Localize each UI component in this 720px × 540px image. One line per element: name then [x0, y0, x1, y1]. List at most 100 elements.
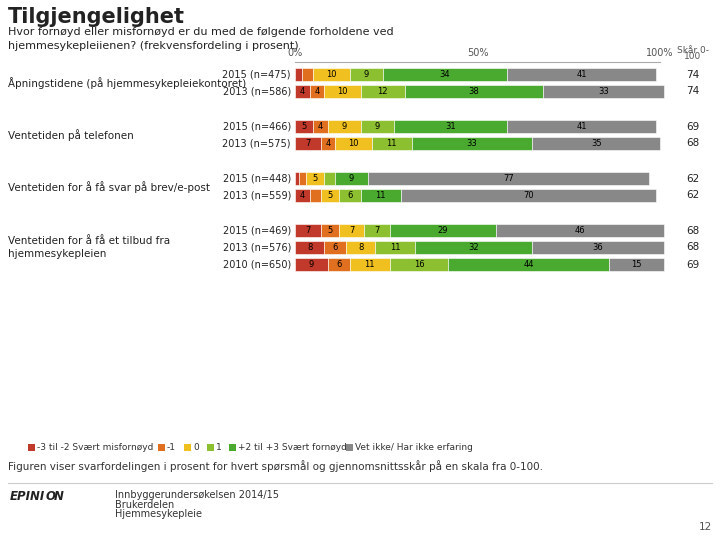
Text: 50%: 50%: [467, 48, 488, 58]
Bar: [28, 444, 35, 451]
Bar: [302, 68, 313, 81]
Text: 69: 69: [686, 122, 700, 132]
Text: 34: 34: [439, 70, 450, 79]
Bar: [339, 224, 364, 237]
Bar: [320, 224, 339, 237]
Text: 68: 68: [686, 138, 700, 149]
Text: 10: 10: [337, 87, 348, 96]
Bar: [339, 189, 361, 202]
Text: 33: 33: [467, 139, 477, 148]
Text: -3 til -2 Svært misfornøyd: -3 til -2 Svært misfornøyd: [37, 443, 153, 452]
Text: 15: 15: [631, 260, 642, 269]
Bar: [295, 241, 324, 254]
Bar: [295, 189, 310, 202]
Bar: [390, 224, 496, 237]
Text: 10: 10: [326, 70, 337, 79]
Bar: [295, 85, 310, 98]
Text: 2010 (n=650): 2010 (n=650): [222, 260, 291, 269]
Text: 9: 9: [374, 122, 379, 131]
Text: Ventetiden for å få svar på brev/e-post: Ventetiden for å få svar på brev/e-post: [8, 181, 210, 193]
Text: 4: 4: [325, 139, 330, 148]
Bar: [507, 68, 657, 81]
Text: Ventetiden for å få et tilbud fra
hjemmesykepleien: Ventetiden for å få et tilbud fra hjemme…: [8, 237, 170, 259]
Bar: [310, 85, 324, 98]
Text: 2015 (n=469): 2015 (n=469): [222, 226, 291, 235]
Text: 9: 9: [342, 122, 347, 131]
Text: 36: 36: [593, 243, 603, 252]
Text: Åpningstidene (på hjemmesykepleiekontoret): Åpningstidene (på hjemmesykepleiekontore…: [8, 77, 246, 89]
Bar: [609, 258, 664, 271]
Text: 8: 8: [358, 243, 364, 252]
Text: 5: 5: [327, 191, 333, 200]
Bar: [390, 258, 449, 271]
Bar: [496, 224, 664, 237]
Bar: [532, 241, 664, 254]
Text: Skår 0-: Skår 0-: [677, 46, 709, 55]
Text: 2015 (n=466): 2015 (n=466): [222, 122, 291, 132]
Bar: [207, 444, 214, 451]
Text: 10: 10: [348, 139, 359, 148]
Text: 32: 32: [469, 243, 480, 252]
Bar: [324, 85, 361, 98]
Bar: [401, 189, 657, 202]
Text: 2015 (n=475): 2015 (n=475): [222, 70, 291, 79]
Text: 62: 62: [686, 191, 700, 200]
Bar: [295, 224, 320, 237]
Text: 77: 77: [503, 174, 514, 183]
Text: Brukerdelen: Brukerdelen: [115, 500, 174, 510]
Bar: [313, 120, 328, 133]
Text: 41: 41: [576, 122, 587, 131]
Text: 33: 33: [598, 87, 609, 96]
Text: 44: 44: [523, 260, 534, 269]
Text: 7: 7: [374, 226, 380, 235]
Bar: [412, 137, 532, 150]
Bar: [295, 68, 302, 81]
Text: 4: 4: [300, 191, 305, 200]
Bar: [532, 137, 660, 150]
Text: 68: 68: [686, 242, 700, 253]
Text: 74: 74: [686, 70, 700, 79]
Bar: [158, 444, 165, 451]
Bar: [324, 172, 335, 185]
Text: 46: 46: [575, 226, 585, 235]
Text: 2013 (n=586): 2013 (n=586): [222, 86, 291, 97]
Bar: [295, 258, 328, 271]
Bar: [328, 258, 350, 271]
Text: Hjemmesykepleie: Hjemmesykepleie: [115, 509, 202, 519]
Text: Vet ikke/ Har ikke erfaring: Vet ikke/ Har ikke erfaring: [355, 443, 473, 452]
Bar: [320, 189, 339, 202]
Text: Tilgjengelighet: Tilgjengelighet: [8, 7, 185, 27]
Bar: [350, 68, 382, 81]
Text: -1: -1: [167, 443, 176, 452]
Bar: [361, 189, 401, 202]
Text: +2 til +3 Svært fornøyd: +2 til +3 Svært fornøyd: [238, 443, 347, 452]
Text: 4: 4: [314, 87, 320, 96]
Text: O: O: [46, 490, 56, 503]
Text: 11: 11: [390, 243, 400, 252]
Text: 7: 7: [305, 139, 310, 148]
Bar: [295, 120, 313, 133]
Text: 9: 9: [364, 70, 369, 79]
Bar: [335, 172, 368, 185]
Bar: [313, 68, 350, 81]
Text: Hvor fornøyd eller misfornøyd er du med de følgende forholdene ved
hjemmesykeple: Hvor fornøyd eller misfornøyd er du med …: [8, 27, 394, 51]
Text: 29: 29: [438, 226, 448, 235]
Text: 2013 (n=559): 2013 (n=559): [222, 191, 291, 200]
Text: 68: 68: [686, 226, 700, 235]
Text: 12: 12: [698, 522, 712, 532]
Bar: [184, 444, 192, 451]
Text: 100%: 100%: [647, 48, 674, 58]
Bar: [415, 241, 532, 254]
Text: 2013 (n=576): 2013 (n=576): [222, 242, 291, 253]
Bar: [368, 172, 649, 185]
Bar: [346, 241, 375, 254]
Text: 6: 6: [333, 243, 338, 252]
Bar: [346, 444, 353, 451]
Bar: [375, 241, 415, 254]
Text: 4: 4: [300, 87, 305, 96]
Text: 7: 7: [349, 226, 354, 235]
Text: 2013 (n=575): 2013 (n=575): [222, 138, 291, 149]
Text: 16: 16: [414, 260, 424, 269]
Text: 100: 100: [685, 52, 701, 61]
Text: EPINI: EPINI: [10, 490, 45, 503]
